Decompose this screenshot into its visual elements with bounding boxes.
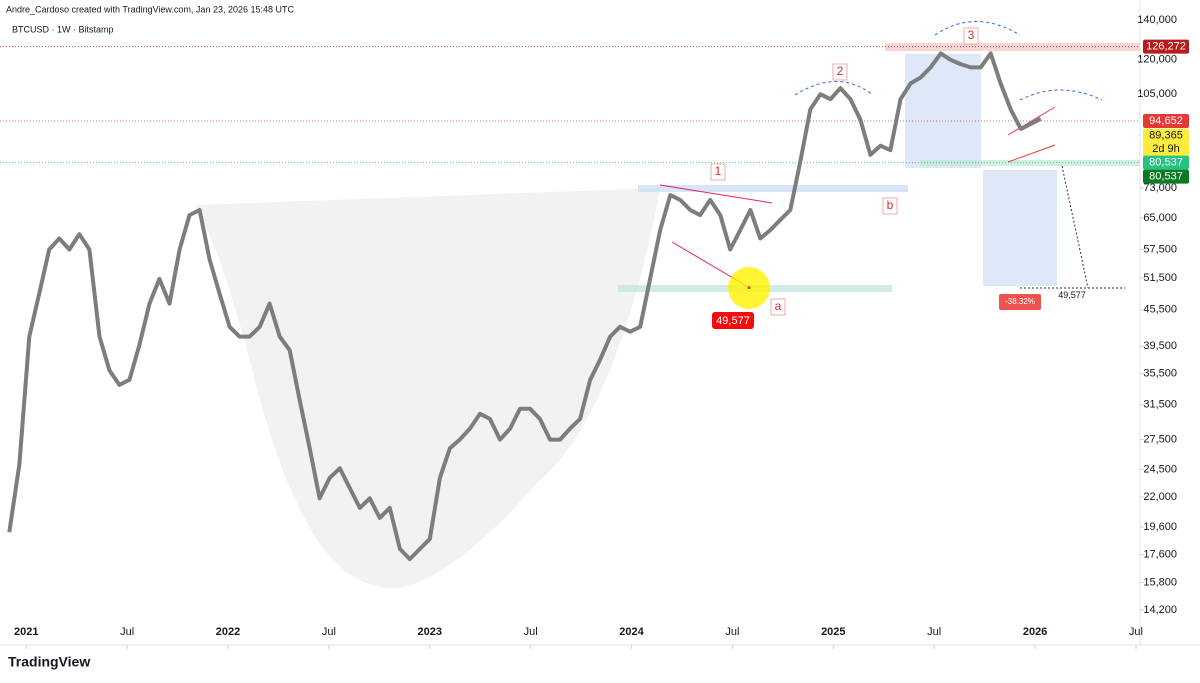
- wave-label: a: [775, 299, 782, 313]
- x-tick-label: 2023: [418, 626, 442, 638]
- price-label-box: [1143, 39, 1189, 54]
- wave-label: 2: [837, 64, 844, 78]
- zone: [638, 185, 908, 192]
- trend-line: [1007, 106, 1056, 136]
- price-label: 80,537: [1149, 171, 1183, 183]
- price-label: 126,272: [1146, 41, 1186, 53]
- x-tick-label: 2026: [1023, 626, 1047, 638]
- price-label-box: [1143, 169, 1189, 184]
- wave-label-box: [882, 197, 898, 215]
- x-tick-label: Jul: [927, 626, 941, 638]
- x-tick-label: Jul: [322, 626, 336, 638]
- x-tick-label: 2022: [216, 626, 240, 638]
- zone: [983, 170, 1057, 286]
- x-tick-label: 2024: [619, 626, 644, 638]
- x-tick-label: 2025: [821, 626, 845, 638]
- measure-label: -38.32%: [1005, 297, 1035, 306]
- y-tick-label: 19,600: [1143, 521, 1177, 533]
- x-tick-label: Jul: [1129, 626, 1143, 638]
- y-tick-label: 51,500: [1143, 272, 1177, 284]
- y-tick-label: 39,500: [1143, 340, 1177, 352]
- wave-label-box: [832, 63, 848, 81]
- x-tick-label: 2021: [14, 626, 38, 638]
- price-label: 89,365: [1149, 130, 1183, 142]
- countdown-box: [1143, 142, 1189, 156]
- arc: [1019, 89, 1103, 101]
- trend-line: [659, 184, 773, 204]
- x-tick-label: Jul: [524, 626, 538, 638]
- projection: [1061, 165, 1089, 289]
- wave-label: b: [887, 198, 894, 212]
- y-tick-label: 45,500: [1143, 304, 1177, 316]
- logo: TradingView: [8, 654, 90, 670]
- y-tick-label: 120,000: [1137, 54, 1177, 66]
- price-label: 80,537: [1149, 157, 1183, 169]
- wave-label: 1: [715, 164, 722, 178]
- y-tick-label: 35,500: [1143, 368, 1177, 380]
- y-tick-label: 105,000: [1137, 88, 1177, 100]
- countdown: 2d 9h: [1152, 143, 1180, 155]
- y-tick-label: 15,800: [1143, 576, 1177, 588]
- marker-box: [712, 312, 754, 329]
- y-tick-label: 57,500: [1143, 243, 1177, 255]
- y-tick-label: 24,500: [1143, 463, 1177, 475]
- marker-point: [747, 286, 751, 290]
- marker-label: 49,577: [716, 315, 750, 327]
- x-tick-label: Jul: [120, 626, 134, 638]
- price-label: 94,652: [1149, 115, 1183, 127]
- wave-label-box: [710, 163, 726, 181]
- y-tick-label: 73,000: [1143, 182, 1177, 194]
- price-label-box: [1143, 155, 1189, 170]
- y-tick-label: 65,000: [1143, 212, 1177, 224]
- y-tick-label: 14,200: [1143, 604, 1177, 616]
- arc: [934, 21, 1021, 36]
- cup-shading: [195, 188, 660, 589]
- zone: [905, 54, 981, 168]
- price-label-box: [1143, 128, 1189, 143]
- x-tick-label: Jul: [725, 626, 739, 638]
- wave-label-box: [963, 27, 979, 45]
- y-tick-label: 17,600: [1143, 549, 1177, 561]
- wave-label: 3: [968, 28, 975, 42]
- wave-label-box: [770, 298, 786, 316]
- marker-label: 49,577: [1058, 290, 1086, 300]
- trend-line: [1007, 144, 1056, 163]
- y-tick-label: 31,500: [1143, 399, 1177, 411]
- y-tick-label: 27,500: [1143, 434, 1177, 446]
- measure-box: [999, 294, 1041, 310]
- y-tick-label: 22,000: [1143, 491, 1177, 503]
- price-label-box: [1143, 113, 1189, 128]
- credit: Andre_Cardoso created with TradingView.c…: [6, 4, 295, 14]
- price-line: [7, 51, 1042, 562]
- arc: [794, 81, 874, 96]
- y-tick-label: 140,000: [1137, 14, 1177, 26]
- zone: [885, 43, 1140, 51]
- chart-title: BTCUSD · 1W · Bitstamp: [12, 24, 114, 34]
